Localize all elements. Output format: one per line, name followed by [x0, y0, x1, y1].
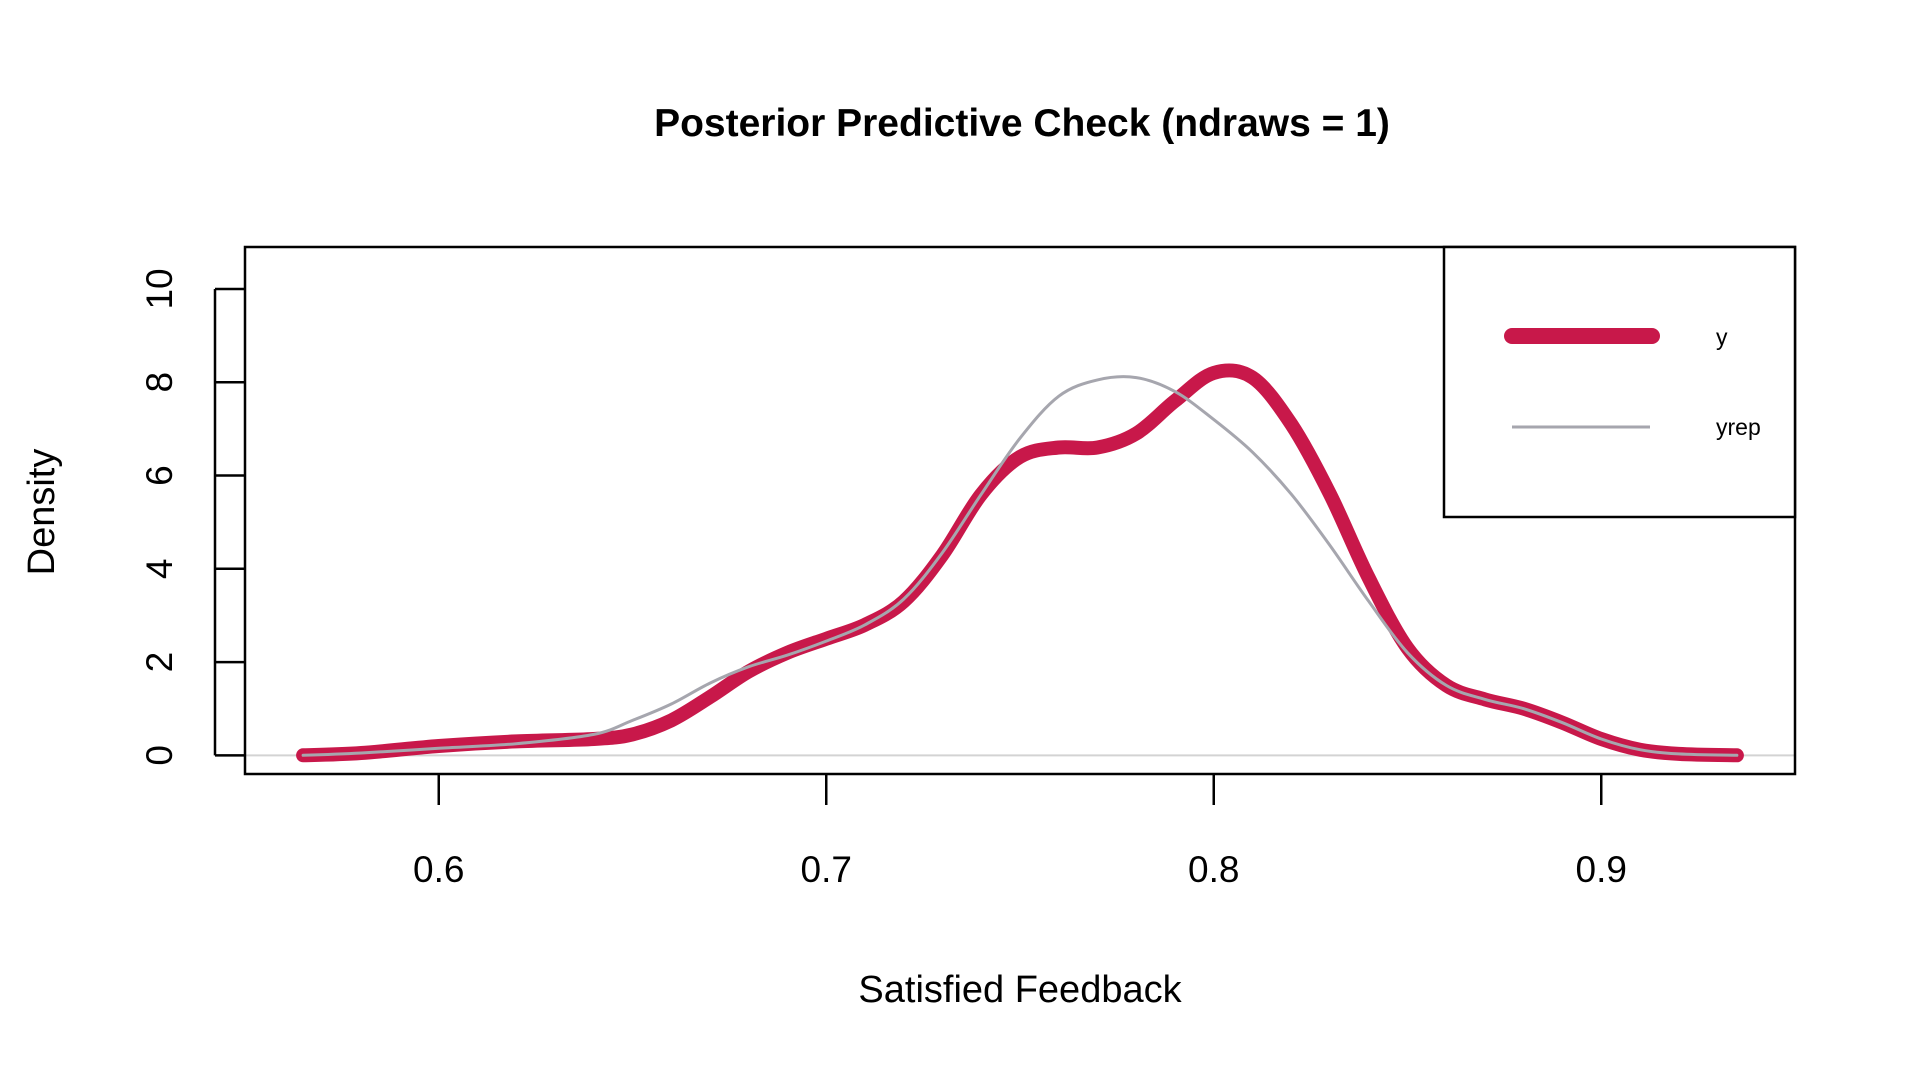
legend: y yrep	[1442, 245, 1797, 519]
y-tick-label: 0	[139, 745, 180, 766]
series-layer	[296, 363, 1744, 763]
y-tick-label: 8	[139, 372, 180, 393]
x-axis: 0.6 0.7 0.8 0.9	[413, 774, 1627, 890]
legend-y-label: y	[1716, 324, 1728, 350]
legend-yrep-label: yrep	[1716, 414, 1761, 440]
x-tick-label: 0.9	[1576, 849, 1627, 890]
x-tick-label: 0.8	[1188, 849, 1239, 890]
y-tick-label: 2	[139, 652, 180, 673]
series-line-yrep	[301, 375, 1739, 757]
y-tick-label: 6	[139, 465, 180, 486]
chart-title: Posterior Predictive Check (ndraws = 1)	[654, 102, 1390, 145]
y-axis: 0 2 4 6 8 10	[139, 268, 245, 766]
legend-box	[1442, 245, 1797, 519]
y-tick-label: 10	[139, 268, 180, 309]
x-tick-label: 0.7	[801, 849, 852, 890]
x-tick-label: 0.6	[413, 849, 464, 890]
y-tick-label: 4	[139, 559, 180, 580]
y-axis-label: Density	[21, 449, 63, 576]
x-axis-label: Satisfied Feedback	[858, 969, 1182, 1011]
